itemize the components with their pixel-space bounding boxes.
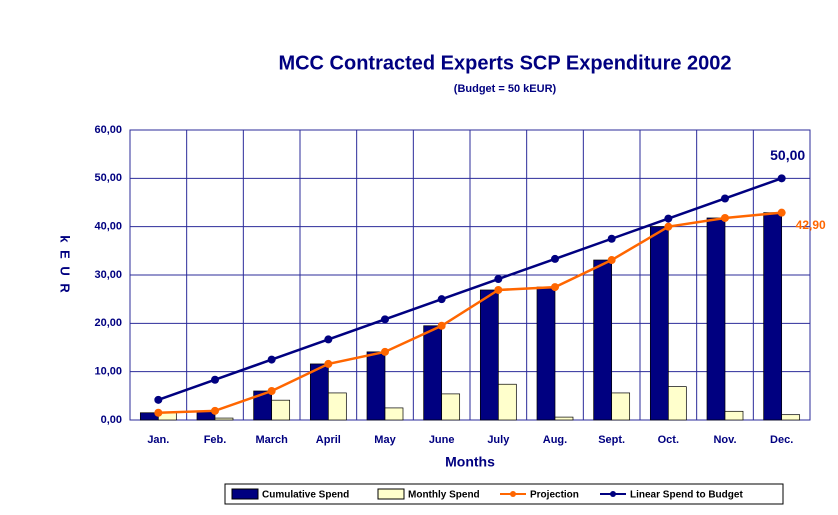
x-tick-label: May <box>374 434 396 446</box>
legend-label: Monthly Spend <box>408 490 480 501</box>
x-tick-label: Nov. <box>713 434 736 446</box>
x-tick-label: Dec. <box>770 434 793 446</box>
x-tick-label: Aug. <box>543 434 567 446</box>
legend-marker <box>610 491 616 497</box>
bar <box>536 286 556 421</box>
bar <box>706 217 726 421</box>
legend-label: Projection <box>530 490 579 501</box>
line-marker <box>211 375 219 384</box>
bar <box>479 289 499 421</box>
y-tick-label: 20,00 <box>94 317 122 329</box>
bar <box>649 226 669 421</box>
legend-label: Linear Spend to Budget <box>630 490 743 501</box>
line-marker <box>381 347 389 356</box>
bar <box>384 407 404 421</box>
y-axis-label: k E U R <box>58 235 73 295</box>
y-tick-label: 10,00 <box>94 366 122 378</box>
y-tick-label: 0,00 <box>101 414 122 426</box>
line-marker <box>154 408 163 417</box>
line <box>157 177 783 402</box>
line-marker <box>721 213 729 222</box>
bar <box>763 212 783 421</box>
line-marker <box>551 254 559 263</box>
annotation: 50,00 <box>770 147 805 163</box>
bar <box>611 392 631 421</box>
line-marker <box>267 355 276 364</box>
line-marker <box>664 222 673 231</box>
y-tick-label: 60,00 <box>94 124 122 136</box>
line-marker <box>381 315 389 324</box>
y-tick-label: 30,00 <box>94 269 122 281</box>
bar <box>497 383 517 421</box>
bar <box>667 386 687 421</box>
bar <box>593 259 613 421</box>
y-tick-label: 50,00 <box>94 172 122 184</box>
x-tick-label: Feb. <box>204 434 227 446</box>
x-tick-label: June <box>429 434 455 446</box>
x-tick-label: March <box>255 434 288 446</box>
line <box>158 211 782 414</box>
bar <box>441 393 461 421</box>
bar <box>724 410 744 421</box>
line-marker <box>211 406 219 415</box>
bar <box>781 414 801 421</box>
x-tick-label: Oct. <box>658 434 679 446</box>
x-axis-label: Months <box>445 454 495 470</box>
line-marker <box>324 335 333 344</box>
annotation: 42,90 <box>796 218 826 232</box>
line-marker <box>777 174 786 183</box>
x-tick-label: Sept. <box>598 434 625 446</box>
line-marker <box>777 208 786 217</box>
bar <box>366 351 386 421</box>
line-marker <box>437 321 446 330</box>
bar <box>271 399 291 421</box>
line-marker <box>551 283 559 292</box>
line-marker <box>267 387 276 395</box>
line-marker <box>664 214 673 223</box>
line-marker <box>154 395 163 404</box>
line-marker <box>721 194 729 203</box>
legend-marker <box>510 491 516 497</box>
legend-swatch <box>231 488 259 500</box>
bar <box>423 325 443 421</box>
plot-border <box>129 129 811 421</box>
line-marker <box>607 234 616 243</box>
chart-background <box>20 8 838 513</box>
bar <box>309 363 329 421</box>
x-tick-label: April <box>316 434 341 446</box>
bar <box>214 417 234 421</box>
bar <box>327 392 347 421</box>
legend-label: Cumulative Spend <box>262 490 349 501</box>
line-marker <box>324 359 333 368</box>
chart-subtitle: (Budget = 50 kEUR) <box>454 83 557 95</box>
y-tick-label: 40,00 <box>94 221 122 233</box>
chart-title: MCC Contracted Experts SCP Expenditure 2… <box>278 52 731 74</box>
bar <box>554 416 574 421</box>
x-tick-label: Jan. <box>147 434 169 446</box>
x-tick-label: July <box>487 434 510 446</box>
line-marker <box>494 275 503 284</box>
legend-swatch <box>377 488 405 500</box>
line-marker <box>607 256 616 265</box>
line-marker <box>437 295 446 304</box>
line-marker <box>494 285 503 294</box>
